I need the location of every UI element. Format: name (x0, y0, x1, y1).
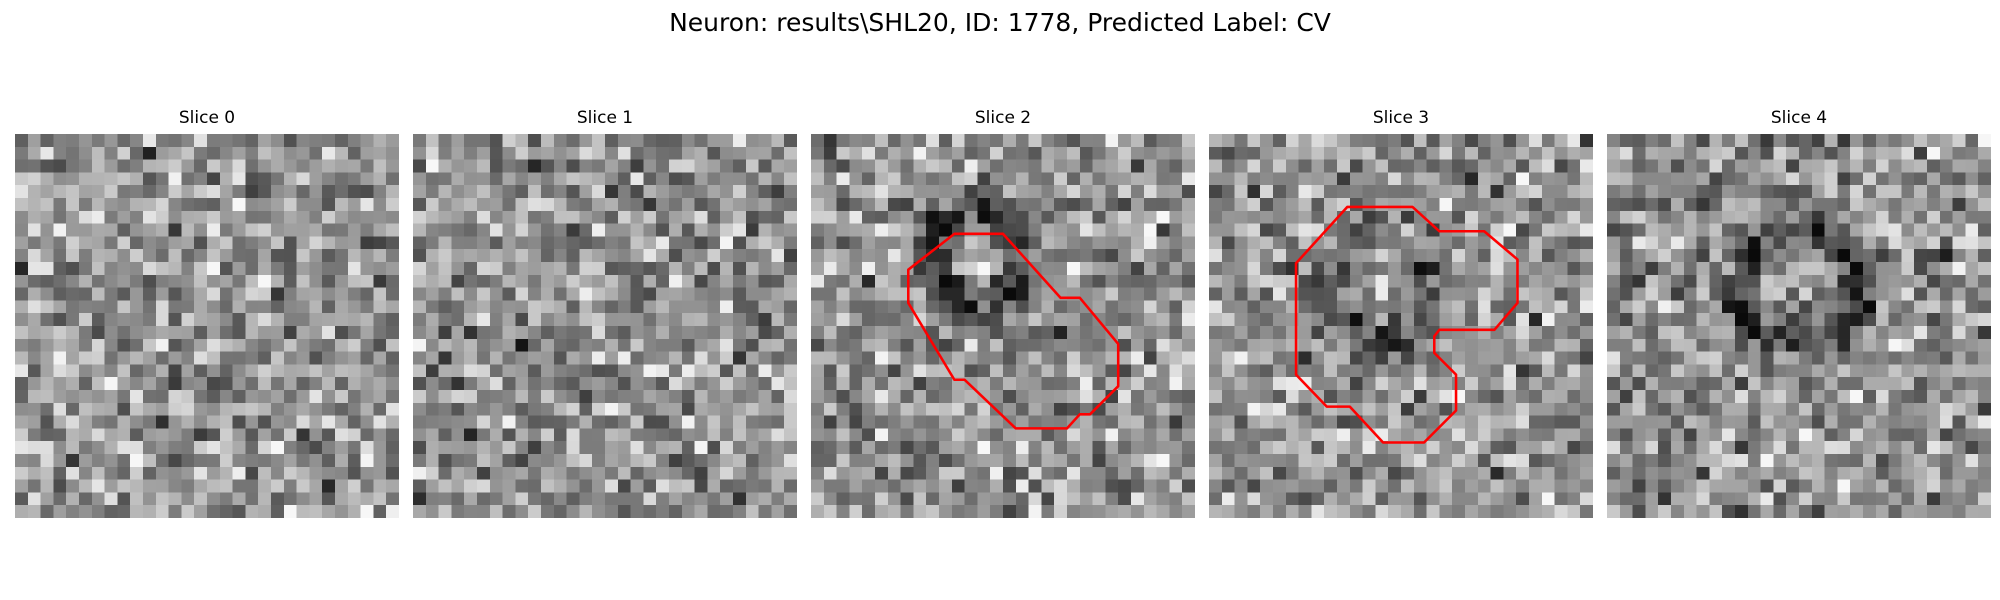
slice-title: Slice 0 (178, 108, 236, 128)
slice-panel-1: Slice 1 (413, 108, 797, 518)
slice-image-4 (1607, 134, 1991, 518)
roi-contour (906, 232, 1120, 430)
roi-contour (1294, 205, 1519, 444)
slice-title: Slice 2 (974, 108, 1032, 128)
slice-image-2 (811, 134, 1195, 518)
slice-panel-2: Slice 2 (811, 108, 1195, 518)
slice-title: Slice 3 (1372, 108, 1430, 128)
slice-image-0 (15, 134, 399, 518)
slice-panel-0: Slice 0 (15, 108, 399, 518)
slice-panel-4: Slice 4 (1607, 108, 1991, 518)
slice-panel-3: Slice 3 (1209, 108, 1593, 518)
slice-title: Slice 1 (576, 108, 634, 128)
figure-title: Neuron: results\SHL20, ID: 1778, Predict… (669, 8, 1331, 37)
slice-image-1 (413, 134, 797, 518)
slice-title: Slice 4 (1770, 108, 1828, 128)
slice-image-3 (1209, 134, 1593, 518)
